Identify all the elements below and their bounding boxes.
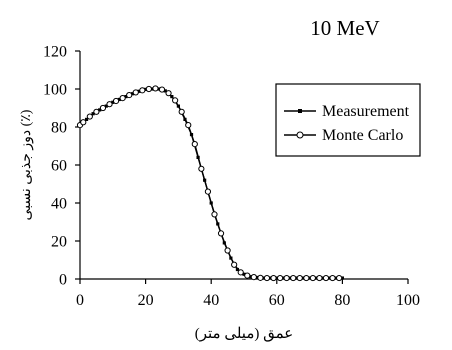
legend-label: Monte Carlo bbox=[322, 127, 403, 144]
data-point bbox=[340, 276, 344, 280]
data-point bbox=[119, 95, 126, 102]
data-point bbox=[191, 141, 198, 148]
data-point bbox=[270, 274, 277, 282]
data-point bbox=[80, 119, 87, 126]
data-point bbox=[165, 90, 172, 97]
data-point bbox=[158, 86, 166, 93]
y-tick-label: 100 bbox=[43, 82, 67, 99]
legend-marker bbox=[298, 109, 302, 113]
series-monte-carlo bbox=[76, 85, 343, 282]
data-point bbox=[99, 104, 107, 112]
data-point bbox=[185, 122, 192, 129]
data-point bbox=[329, 274, 336, 282]
data-point bbox=[152, 85, 159, 92]
data-point bbox=[283, 274, 290, 282]
data-point bbox=[316, 274, 323, 282]
legend-box bbox=[275, 83, 421, 157]
y-axis-label: دوز جذبی نسبی (٪) bbox=[19, 109, 34, 220]
data-point bbox=[172, 97, 179, 104]
data-point bbox=[322, 274, 330, 282]
x-tick-label: 60 bbox=[269, 292, 285, 309]
x-tick-label: 20 bbox=[138, 292, 154, 309]
legend-item: Monte Carlo bbox=[284, 127, 403, 144]
data-point bbox=[263, 274, 271, 282]
data-point bbox=[309, 274, 316, 282]
data-point bbox=[257, 274, 264, 281]
data-point bbox=[178, 108, 185, 115]
x-tick-label: 100 bbox=[396, 292, 420, 309]
legend-item: Measurement bbox=[284, 103, 410, 120]
legend-label: Measurement bbox=[322, 103, 410, 120]
series-layer bbox=[76, 85, 344, 282]
data-point bbox=[126, 91, 133, 99]
y-tick-label: 0 bbox=[59, 272, 67, 289]
data-point bbox=[224, 247, 231, 254]
data-point bbox=[303, 274, 310, 282]
data-point bbox=[244, 272, 251, 279]
legend-marker bbox=[296, 131, 304, 139]
data-point bbox=[93, 108, 100, 115]
data-point bbox=[290, 274, 297, 282]
y-tick-label: 60 bbox=[51, 158, 67, 175]
data-point bbox=[145, 85, 152, 93]
data-point bbox=[106, 101, 113, 108]
data-point bbox=[217, 230, 225, 237]
y-tick-label: 40 bbox=[51, 196, 67, 213]
data-point bbox=[231, 261, 238, 268]
y-tick-label: 80 bbox=[51, 120, 67, 137]
x-tick-label: 80 bbox=[334, 292, 350, 309]
legend: Measurement Monte Carlo bbox=[275, 83, 421, 157]
data-point bbox=[204, 188, 212, 195]
data-point bbox=[276, 274, 284, 282]
data-point bbox=[250, 274, 257, 281]
x-tick-label: 0 bbox=[76, 292, 84, 309]
y-tick-label: 20 bbox=[51, 234, 67, 251]
data-point bbox=[296, 274, 303, 282]
data-point bbox=[198, 165, 205, 172]
y-tick-label: 120 bbox=[43, 44, 67, 61]
data-point bbox=[132, 89, 139, 96]
x-tick-label: 40 bbox=[203, 292, 219, 309]
x-ticks: 0 20 40 60 80 100 bbox=[76, 279, 420, 309]
x-axis-label: عمق (میلی متر) bbox=[195, 326, 294, 342]
y-ticks: 0 20 40 60 80 100 120 bbox=[43, 44, 80, 289]
chart-title: 10 MeV bbox=[310, 16, 379, 40]
legend-items: Measurement Monte Carlo bbox=[284, 103, 410, 144]
data-point bbox=[336, 274, 343, 282]
data-point bbox=[237, 269, 244, 276]
data-point bbox=[139, 87, 146, 94]
data-point bbox=[112, 97, 120, 105]
data-point bbox=[211, 211, 218, 218]
data-point bbox=[86, 113, 93, 120]
